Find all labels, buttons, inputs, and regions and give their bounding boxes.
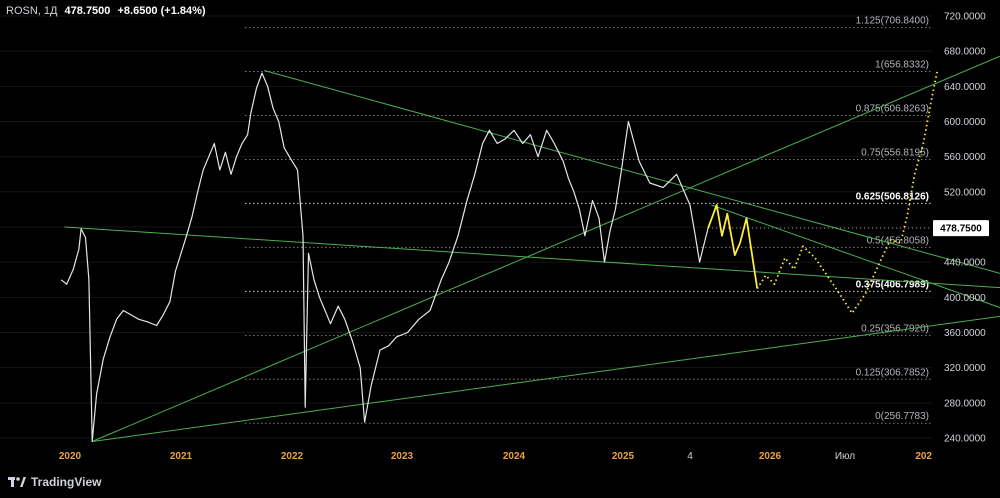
x-tick-label: 2025 (612, 451, 635, 462)
projection-dotted-line (756, 71, 939, 315)
x-tick-label: 2020 (59, 451, 82, 462)
y-tick-label: 720.0000 (944, 12, 986, 23)
fib-level-label: 0.125(306.7852) (856, 367, 929, 378)
fib-level-label: 0.75(556.8195) (861, 147, 929, 158)
price-change: +8.6500 (+1.84%) (117, 5, 206, 17)
x-tick-label: 2023 (391, 451, 414, 462)
last-price: 478.7500 (64, 5, 111, 17)
trendline (64, 226, 1000, 289)
projection-solid-line (707, 204, 759, 289)
y-tick-label: 600.0000 (944, 117, 986, 128)
brand-name: TradingView (31, 475, 102, 489)
tradingview-logo[interactable]: TradingView (8, 475, 101, 489)
y-tick-label: 240.0000 (944, 434, 986, 445)
y-tick-label: 280.0000 (944, 398, 986, 409)
chart-header: ROSN, 1Д 478.7500 +8.6500 (+1.84%) (6, 5, 206, 17)
fib-level-label: 0.5(456.8058) (867, 235, 929, 246)
y-tick-label: 320.0000 (944, 363, 986, 374)
y-tick-label: 680.0000 (944, 47, 986, 58)
current-price-tag (933, 220, 989, 237)
current-price-label: 478.7500 (940, 224, 982, 235)
trendline (92, 315, 1000, 443)
x-tick-label: 202 (915, 451, 932, 462)
fib-level-label: 0.875(606.8263) (856, 103, 929, 114)
fib-level-label: 1(656.8332) (875, 60, 929, 71)
y-tick-label: 640.0000 (944, 82, 986, 93)
x-tick-label: 4 (687, 451, 693, 462)
y-tick-label: 520.0000 (944, 187, 986, 198)
x-tick-label: Июл (835, 451, 855, 462)
fib-level-label: 0(256.7783) (875, 411, 929, 422)
trendline (92, 55, 1000, 442)
x-tick-label: 2022 (281, 451, 304, 462)
symbol-label[interactable]: ROSN, 1Д (6, 5, 58, 17)
trendline (264, 70, 1000, 274)
fib-level-label: 0.375(406.7989) (856, 279, 929, 290)
y-tick-label: 400.0000 (944, 293, 986, 304)
y-tick-label: 560.0000 (944, 152, 986, 163)
fib-level-label: 0.25(356.7920) (861, 323, 929, 334)
x-tick-label: 2026 (759, 451, 782, 462)
x-tick-label: 2024 (503, 451, 526, 462)
y-tick-label: 440.0000 (944, 258, 986, 269)
y-tick-label: 360.0000 (944, 328, 986, 339)
fib-level-label: 0.625(506.8126) (856, 191, 929, 202)
tradingview-icon (8, 477, 26, 487)
x-tick-label: 2021 (170, 451, 193, 462)
trendline (711, 204, 1000, 309)
price-line (60, 72, 709, 443)
fib-level-label: 1.125(706.8400) (856, 16, 929, 27)
